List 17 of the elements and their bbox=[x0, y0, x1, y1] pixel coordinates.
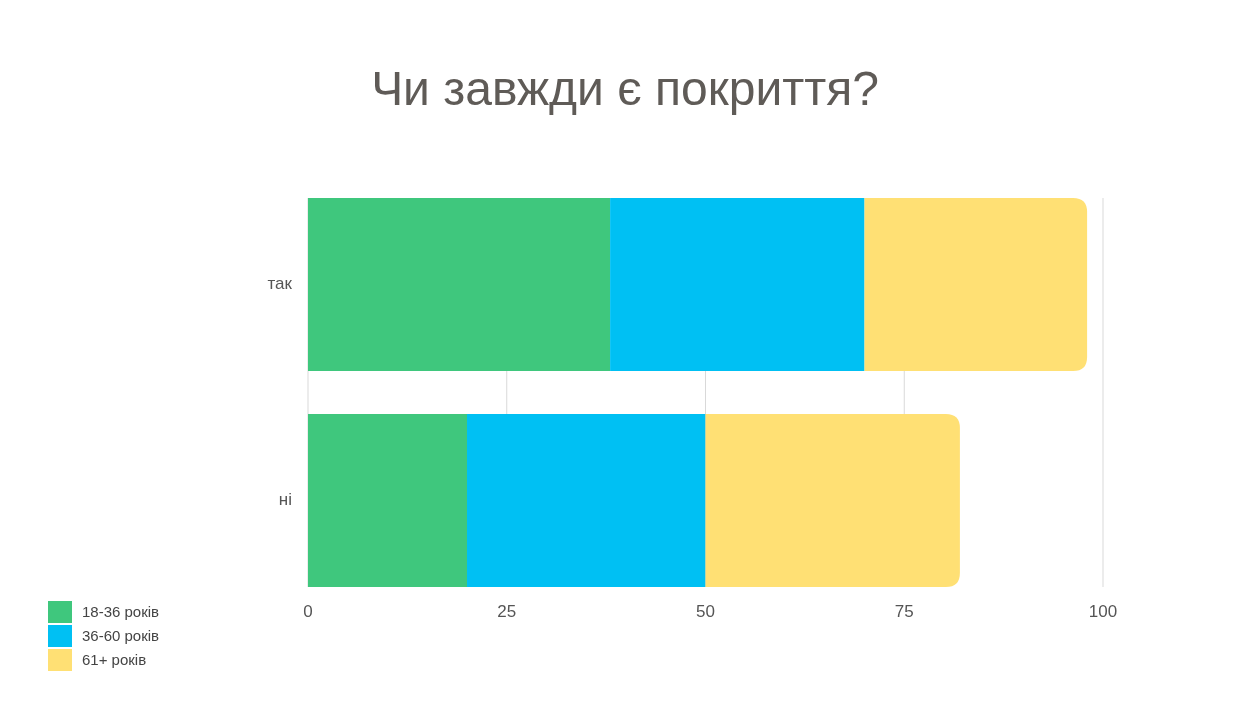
bar bbox=[308, 198, 611, 371]
legend-label: 18-36 років bbox=[82, 602, 160, 620]
bar bbox=[308, 414, 467, 587]
x-tick-label: 50 bbox=[696, 602, 715, 621]
x-tick-label: 75 bbox=[894, 602, 914, 621]
legend-label: 36-60 років bbox=[82, 626, 160, 644]
legend-label: 61+ років bbox=[82, 650, 147, 668]
x-tick-label: 25 bbox=[497, 602, 517, 621]
bar bbox=[705, 414, 960, 587]
chart-title: Чи завжди є покриття? bbox=[371, 62, 879, 115]
y-tick-label: так bbox=[267, 273, 293, 293]
x-tick-label: 0 bbox=[303, 602, 313, 621]
y-tick-label: ні bbox=[278, 490, 292, 510]
bar bbox=[467, 414, 706, 587]
bar bbox=[610, 198, 865, 371]
x-tick-label: 100 bbox=[1088, 602, 1118, 621]
bar bbox=[864, 198, 1088, 371]
